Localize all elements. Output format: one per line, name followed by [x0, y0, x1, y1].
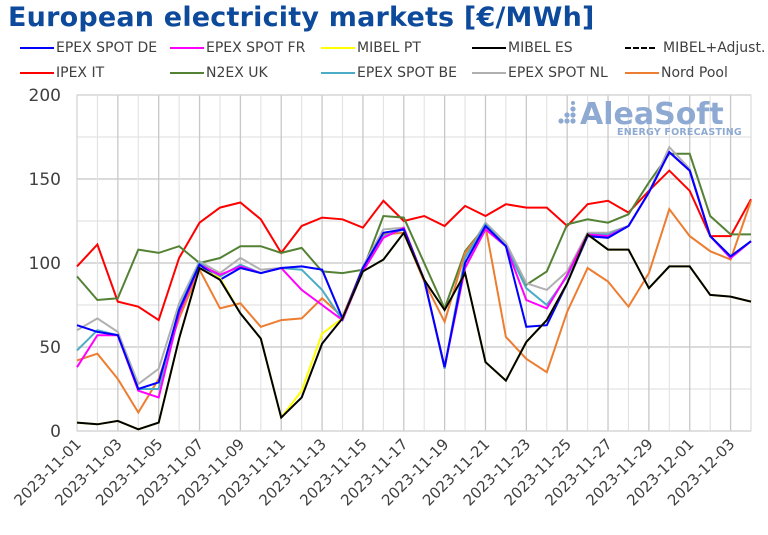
legend-label: Nord Pool	[661, 65, 728, 81]
legend-item-mibel-pt: MIBEL PT	[321, 40, 421, 56]
legend-swatch	[170, 47, 204, 49]
y-tick-label: 50	[39, 338, 61, 358]
legend-item-n2ex-uk: N2EX UK	[170, 65, 268, 81]
series-line-ipex-it	[76, 169, 752, 322]
legend-label: MIBEL+Adjust.	[663, 40, 766, 56]
y-tick-label: 150	[29, 170, 61, 190]
legend-swatch	[472, 47, 506, 49]
watermark: AleaSoft ENERGY FORECASTING	[558, 97, 742, 138]
legend-item-nord-pool: Nord Pool	[625, 65, 728, 81]
legend-swatch	[170, 72, 204, 74]
aleasoft-logo-icon	[558, 101, 576, 124]
series-lines	[76, 145, 752, 431]
x-axis: 2023-11-012023-11-032023-11-052023-11-07…	[10, 435, 738, 509]
legend-swatch	[321, 72, 355, 74]
legend-swatch	[625, 47, 655, 49]
legend-item-epex-spot-fr: EPEX SPOT FR	[170, 40, 305, 56]
y-tick-label: 100	[29, 254, 61, 274]
y-tick-label: 0	[50, 422, 61, 442]
legend-label: MIBEL ES	[508, 40, 573, 56]
watermark-brand: AleaSoft	[580, 97, 724, 132]
gridlines	[76, 94, 752, 432]
plot-border	[76, 94, 752, 432]
legend-label: EPEX SPOT BE	[357, 65, 457, 81]
legend-swatch	[20, 47, 54, 49]
series-line-n2ex-uk	[76, 152, 751, 312]
legend-item-epex-spot-de: EPEX SPOT DE	[20, 40, 157, 56]
chart-title: European electricity markets [€/MWh]	[8, 2, 595, 33]
legend-label: IPEX IT	[56, 65, 105, 81]
legend-item-ipex-it: IPEX IT	[20, 65, 104, 81]
legend-item-epex-spot-be: EPEX SPOT BE	[321, 65, 457, 81]
legend-swatch	[472, 72, 506, 74]
legend-item-mibel-adjust: MIBEL+Adjust.	[625, 40, 765, 56]
legend-swatch	[625, 72, 659, 74]
legend: EPEX SPOT DE EPEX SPOT FR MIBEL PT MIBEL…	[20, 40, 768, 90]
legend-label: EPEX SPOT NL	[508, 65, 608, 81]
legend-item-epex-spot-nl: EPEX SPOT NL	[472, 65, 608, 81]
y-tick-label: 200	[29, 86, 61, 106]
legend-swatch	[20, 72, 54, 74]
legend-label: N2EX UK	[206, 65, 268, 81]
legend-item-mibel-es: MIBEL ES	[472, 40, 573, 56]
legend-label: EPEX SPOT FR	[206, 40, 306, 56]
watermark-tagline: ENERGY FORECASTING	[617, 127, 742, 138]
legend-swatch	[321, 47, 355, 49]
legend-label: MIBEL PT	[357, 40, 421, 56]
series-line-mibel-es	[76, 230, 752, 431]
y-axis: 0 50 100 150 200	[29, 86, 61, 442]
legend-label: EPEX SPOT DE	[56, 40, 158, 56]
